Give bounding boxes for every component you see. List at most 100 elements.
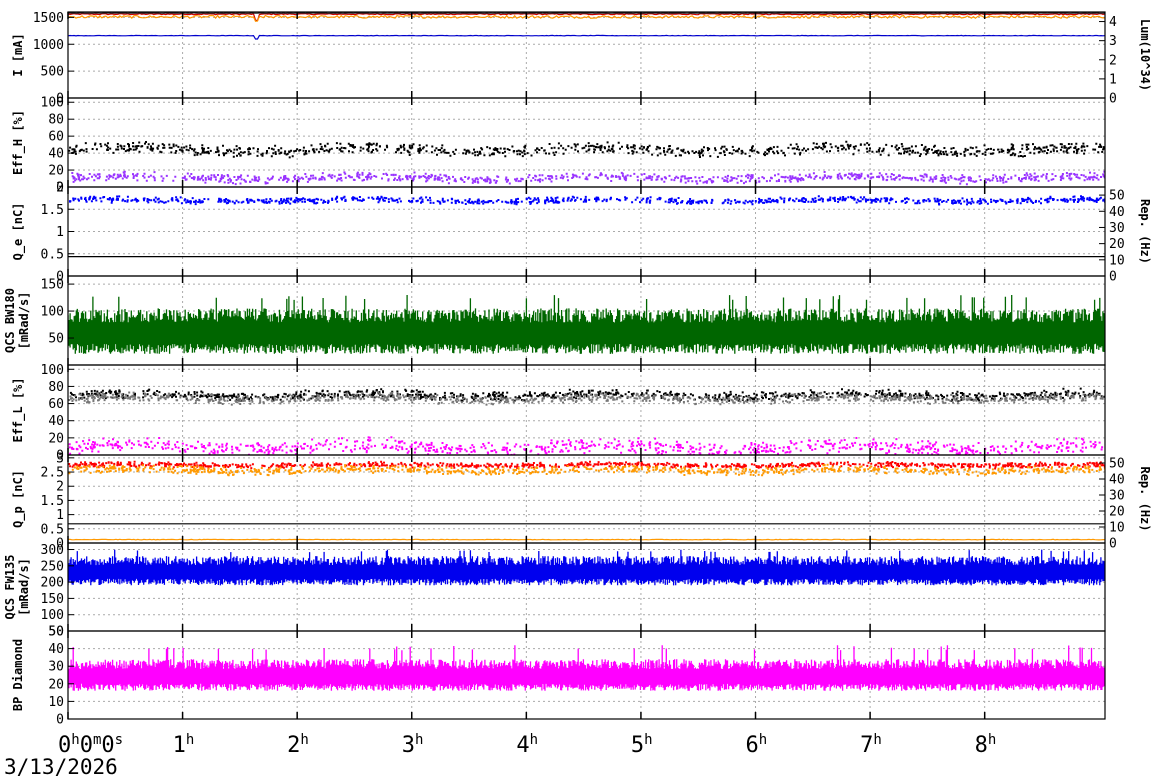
y2tick-label: 50 bbox=[1109, 457, 1125, 472]
series-group bbox=[68, 295, 1105, 354]
ytick-label: 100 bbox=[41, 305, 64, 320]
ytick-label: 1 bbox=[56, 225, 64, 240]
ytick-label: 50 bbox=[48, 332, 64, 347]
ytick-label: 50 bbox=[48, 625, 64, 640]
panel-0: 0 500 1000 1500 0 1 2 3 4 Lum(10^34) I [mA] bbox=[11, 11, 1152, 107]
time-tick-label: 2h bbox=[287, 732, 309, 758]
series-dots-1 bbox=[68, 463, 1105, 477]
series-dots-1 bbox=[68, 391, 1104, 406]
y2tick-label: 20 bbox=[1109, 505, 1125, 520]
series-dots-2 bbox=[68, 436, 1104, 455]
ytick-label: 150 bbox=[41, 278, 64, 293]
ytick-label: 0.5 bbox=[41, 522, 64, 537]
ytick-label: 1500 bbox=[33, 11, 64, 26]
yaxis-title: Eff_H [%] bbox=[11, 110, 26, 175]
ytick-label: 0 bbox=[56, 713, 64, 728]
ytick-label: 0 bbox=[56, 92, 64, 107]
series-group bbox=[68, 549, 1105, 586]
time-tick-label: 3h bbox=[402, 732, 424, 758]
yaxis-title: BP Diamond bbox=[11, 639, 25, 711]
time-tick-label: 4h bbox=[516, 732, 538, 758]
y2axis-title: Rep. (Hz) bbox=[1138, 199, 1152, 264]
y2axis-title: Lum(10^34) bbox=[1138, 19, 1152, 91]
ytick-label: 1000 bbox=[33, 38, 64, 53]
ytick-label: 30 bbox=[48, 660, 64, 675]
y2tick-label: 10 bbox=[1109, 253, 1125, 268]
panel-4: 0 20 40 60 80 100 Eff_L [%] bbox=[11, 363, 1106, 464]
time-tick-label: 0h0m0s bbox=[58, 732, 123, 758]
yaxis-title: QCS FW135[mRad/s] bbox=[3, 554, 31, 619]
y2tick-label: 40 bbox=[1109, 473, 1125, 488]
series-line-1 bbox=[68, 14, 1105, 22]
series-line-2 bbox=[68, 34, 1105, 40]
time-tick-label: 8h bbox=[975, 732, 997, 758]
ytick-label: 500 bbox=[41, 65, 64, 80]
series-group bbox=[68, 645, 1105, 691]
series-dots-0 bbox=[69, 195, 1105, 206]
time-tick-label: 6h bbox=[746, 732, 768, 758]
series-dots-0 bbox=[68, 140, 1105, 159]
y2tick-label: 40 bbox=[1109, 205, 1125, 220]
y2tick-label: 0 bbox=[1109, 92, 1117, 107]
y2tick-label: 10 bbox=[1109, 521, 1125, 536]
series-band-0 bbox=[68, 295, 1105, 354]
ytick-label: 2 bbox=[56, 181, 64, 196]
time-axis: 0h0m0s 1h 2h 3h 4h 5h 6h 7h 8h bbox=[58, 732, 996, 758]
ytick-label: 60 bbox=[48, 397, 64, 412]
y2tick-label: 4 bbox=[1109, 15, 1117, 30]
series-band-0 bbox=[68, 549, 1105, 586]
panel-3: 50 100 150 QCS BW180[mRad/s] bbox=[3, 275, 1106, 366]
ytick-label: 20 bbox=[48, 164, 64, 179]
ytick-label: 40 bbox=[48, 147, 64, 162]
ytick-label: 150 bbox=[41, 592, 64, 607]
ytick-label: 250 bbox=[41, 559, 64, 574]
panel-frame bbox=[67, 364, 1106, 456]
ytick-label: 100 bbox=[41, 96, 64, 111]
ytick-label: 80 bbox=[48, 113, 64, 128]
y2tick-label: 20 bbox=[1109, 237, 1125, 252]
series-band-0 bbox=[68, 645, 1105, 691]
y2tick-label: 30 bbox=[1109, 221, 1125, 236]
ytick-label: 80 bbox=[48, 380, 64, 395]
y2tick-label: 50 bbox=[1109, 189, 1125, 204]
ytick-label: 2.5 bbox=[41, 466, 64, 481]
series-group bbox=[68, 460, 1105, 541]
ytick-label: 20 bbox=[48, 677, 64, 692]
panel-frame bbox=[67, 542, 1106, 632]
yaxis-title: Eff_L [%] bbox=[11, 377, 26, 442]
ytick-label: 0 bbox=[56, 537, 64, 552]
y2tick-label: 0 bbox=[1109, 537, 1117, 552]
series-group bbox=[68, 195, 1105, 258]
ytick-label: 1 bbox=[56, 508, 64, 523]
ytick-label: 2 bbox=[56, 480, 64, 495]
y2tick-label: 1 bbox=[1109, 72, 1117, 87]
ytick-label: 3 bbox=[56, 451, 64, 466]
ytick-label: 50 bbox=[48, 625, 64, 640]
panel-1: 0 20 40 60 80 100 Eff_H [%] bbox=[11, 96, 1106, 196]
yaxis-title: I [mA] bbox=[11, 33, 25, 76]
y2tick-label: 30 bbox=[1109, 489, 1125, 504]
panel-frame bbox=[67, 97, 1106, 188]
yaxis-title: Q_p [nC] bbox=[11, 470, 26, 528]
panel-frame bbox=[67, 11, 1106, 99]
ytick-label: 40 bbox=[48, 414, 64, 429]
ytick-label: 1.5 bbox=[41, 494, 64, 509]
ytick-label: 20 bbox=[48, 431, 64, 446]
panel-7: 0 10 20 30 40 50 BP Diamond bbox=[11, 625, 1106, 728]
ytick-label: 0.5 bbox=[41, 247, 64, 262]
series-dots-1 bbox=[71, 170, 1105, 186]
ytick-label: 60 bbox=[48, 130, 64, 145]
series-line-2 bbox=[68, 538, 1105, 541]
yaxis-title: Q_e [nC] bbox=[11, 203, 26, 261]
time-tick-label: 7h bbox=[860, 732, 882, 758]
ytick-label: 200 bbox=[41, 576, 64, 591]
series-group bbox=[68, 387, 1105, 455]
ytick-label: 0 bbox=[56, 181, 64, 196]
y2axis-title: Rep. (Hz) bbox=[1138, 466, 1152, 531]
y2tick-label: 3 bbox=[1109, 34, 1117, 49]
